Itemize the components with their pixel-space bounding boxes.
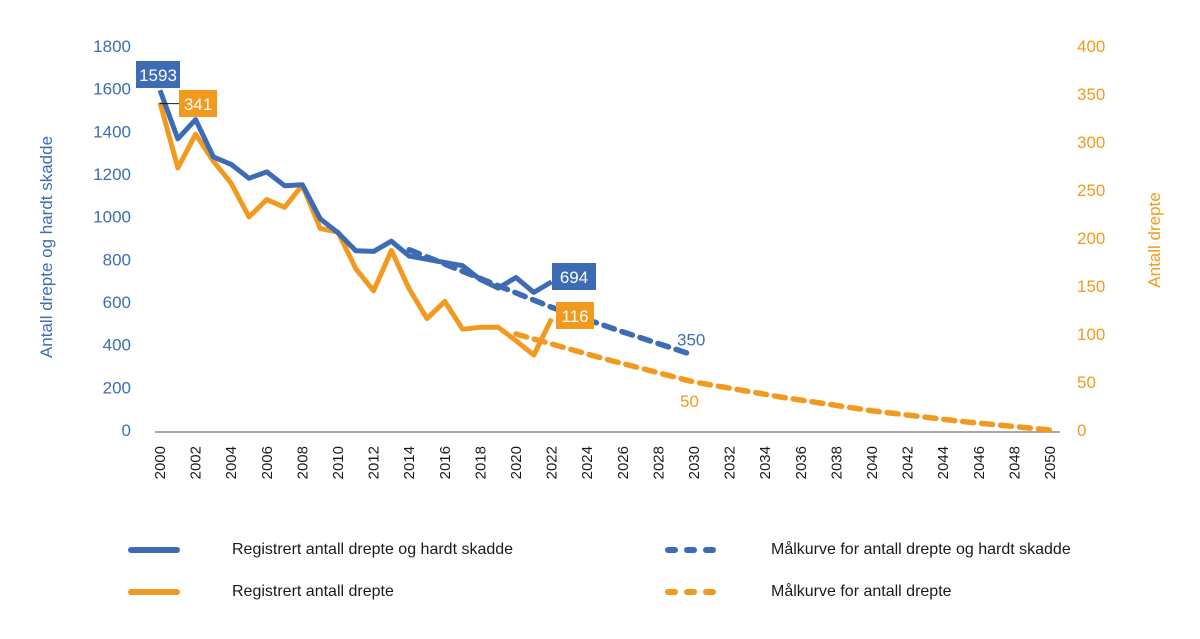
x-tick-label: 2034 [757, 446, 774, 479]
line-chart: 0 200 400 600 800 1000 1200 1400 1600 1800 0 50 100… [37, 37, 1164, 479]
x-tick-label: 2000 [152, 446, 169, 479]
legend-swatch-solid-orange [128, 589, 180, 595]
data-label-341-box [179, 90, 217, 117]
x-tick-label: 2014 [401, 446, 418, 479]
x-tick-label: 2042 [900, 446, 917, 479]
x-tick-label: 2032 [722, 446, 739, 479]
y-left-tick-label: 400 [103, 336, 131, 355]
y-right-tick-label: 0 [1077, 421, 1086, 440]
x-axis-ticks: 2000 2002 2004 2006 2008 2010 2012 2014 2016 2018… [152, 446, 1059, 479]
x-tick-label: 2016 [437, 446, 454, 479]
data-label-1593-box [136, 61, 180, 88]
data-label-341: 341 [184, 95, 212, 114]
registered-line-killed [157, 101, 554, 358]
legend-label: Registrert antall drepte [232, 583, 394, 600]
registered-line-killed-injured [157, 89, 553, 295]
y-axis-left-ticks: 0 200 400 600 800 1000 1200 1400 1600 1800 [93, 37, 131, 440]
data-label-116: 116 [561, 307, 588, 326]
legend-item-registered-killed: Registrert antall drepte [128, 583, 394, 601]
x-tick-label: 2026 [615, 446, 632, 479]
x-tick-label: 2038 [828, 446, 845, 479]
legend-swatch-dashed-blue [665, 547, 721, 553]
legend-item-registered-killed-injured: Registrert antall drepte og hardt skadde [128, 541, 513, 559]
legend-label: Målkurve for antall drepte [771, 583, 952, 600]
y-left-tick-label: 1000 [93, 208, 131, 227]
legend-item-target-killed-injured: Målkurve for antall drepte og hardt skad… [665, 541, 1071, 559]
y-left-tick-label: 800 [103, 250, 131, 269]
x-tick-label: 2008 [294, 446, 311, 479]
legend-swatch-dashed-orange [665, 589, 721, 595]
data-label-350: 350 [677, 330, 705, 349]
y-right-tick-label: 350 [1077, 85, 1105, 104]
x-tick-label: 2020 [508, 446, 525, 479]
y-right-tick-label: 150 [1077, 277, 1105, 296]
x-tick-label: 2004 [223, 446, 240, 479]
series-layer [157, 89, 1053, 433]
legend-swatch-solid-blue [128, 547, 180, 553]
legend-label: Målkurve for antall drepte og hardt skad… [771, 541, 1071, 558]
data-label-694: 694 [560, 268, 588, 287]
x-tick-label: 2030 [686, 446, 703, 479]
y-left-tick-label: 200 [103, 378, 131, 397]
x-tick-label: 2002 [188, 446, 205, 479]
legend-item-target-killed: Målkurve for antall drepte [665, 583, 952, 601]
y-left-tick-label: 1400 [93, 122, 131, 141]
x-tick-label: 2048 [1006, 446, 1023, 479]
y-left-tick-label: 600 [103, 293, 131, 312]
legend-label: Registrert antall drepte og hardt skadde [232, 541, 514, 558]
x-tick-label: 2006 [259, 446, 276, 479]
y-right-tick-label: 400 [1077, 37, 1105, 56]
data-label-694-box [552, 263, 596, 290]
data-label-50: 50 [680, 392, 699, 411]
x-tick-label: 2046 [971, 446, 988, 479]
x-tick-label: 2018 [472, 446, 489, 479]
y-left-tick-label: 1800 [93, 37, 131, 56]
data-label-1593: 1593 [139, 66, 177, 85]
data-label-116-box [556, 302, 594, 329]
leader-line [159, 102, 179, 105]
x-tick-label: 2040 [864, 446, 881, 479]
y-right-tick-label: 200 [1077, 229, 1105, 248]
x-tick-label: 2024 [579, 446, 596, 479]
y-axis-right-title: Antall drepte [1145, 192, 1164, 287]
y-right-tick-label: 300 [1077, 133, 1105, 152]
y-right-tick-label: 250 [1077, 181, 1105, 200]
y-right-tick-label: 50 [1077, 373, 1096, 392]
y-left-tick-label: 1200 [93, 165, 131, 184]
x-tick-label: 2022 [544, 446, 561, 479]
x-tick-label: 2036 [793, 446, 810, 479]
data-labels-layer: 1593 341 694 116 350 50 [136, 61, 705, 411]
y-left-tick-label: 1600 [93, 80, 131, 99]
target-line-killed [513, 331, 1053, 433]
x-tick-label: 2050 [1042, 446, 1059, 479]
x-tick-label: 2012 [366, 446, 383, 479]
y-axis-left-title: Antall drepte og hardt skadde [37, 136, 56, 358]
x-tick-label: 2010 [330, 446, 347, 479]
y-left-tick-label: 0 [122, 421, 131, 440]
y-axis-right-ticks: 0 50 100 150 200 250 300 350 400 [1077, 37, 1105, 440]
y-right-tick-label: 100 [1077, 325, 1105, 344]
x-tick-label: 2044 [935, 446, 952, 479]
x-tick-label: 2028 [650, 446, 667, 479]
